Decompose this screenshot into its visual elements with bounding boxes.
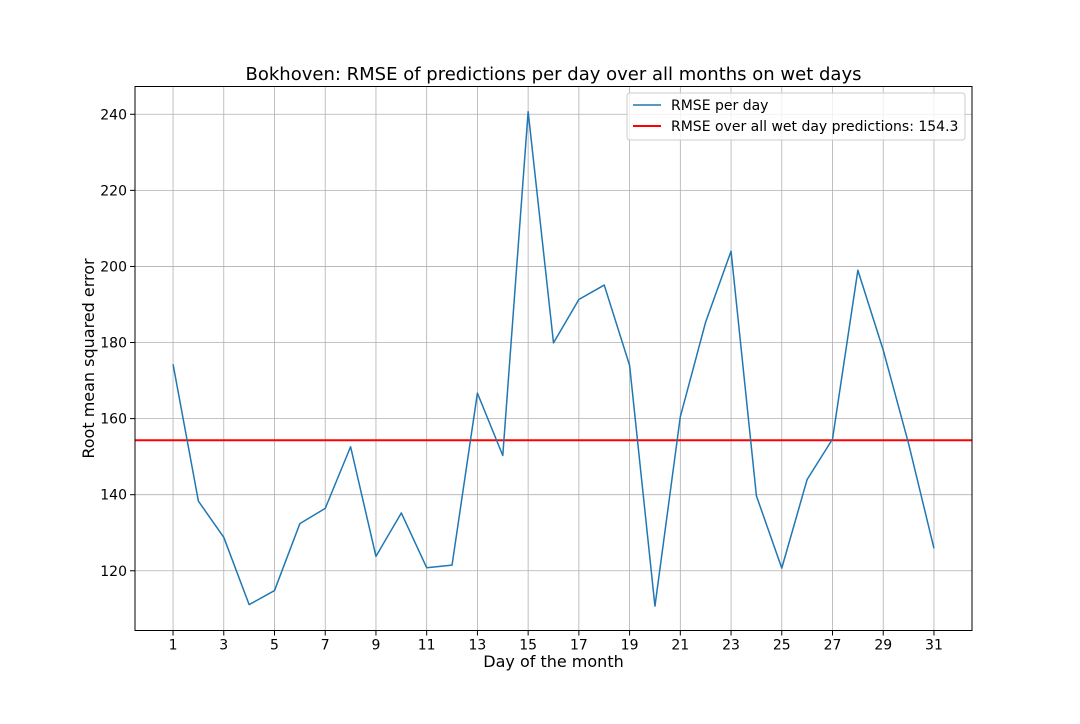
x-tick-label: 1 (169, 638, 178, 654)
x-tick-label: 15 (519, 638, 537, 654)
legend-box (626, 92, 966, 141)
y-tick-label: 140 (100, 488, 127, 504)
data-point (603, 284, 605, 286)
y-tick-label: 200 (100, 259, 127, 275)
y-axis-label: Root mean squared error (79, 258, 98, 459)
chart-title: Bokhoven: RMSE of predictions per day ov… (246, 64, 862, 85)
data-point (578, 298, 580, 300)
x-tick-label: 27 (824, 638, 842, 654)
data-point (172, 363, 174, 365)
data-point (882, 349, 884, 351)
y-tick-label: 220 (100, 183, 127, 199)
plot-frame (134, 86, 973, 631)
x-tick-label: 5 (270, 638, 279, 654)
data-point (806, 478, 808, 480)
legend-label-overall-rmse: RMSE over all wet day predictions: 154.3 (671, 119, 958, 135)
data-point (425, 567, 427, 569)
data-point (273, 589, 275, 591)
data-point (349, 446, 351, 448)
x-tick-label: 29 (874, 638, 892, 654)
data-point (831, 438, 833, 440)
x-tick-label: 17 (570, 638, 588, 654)
data-point (755, 495, 757, 497)
x-tick-label: 9 (371, 638, 380, 654)
y-tick-label: 180 (100, 336, 127, 352)
data-point (299, 522, 301, 524)
data-point (324, 507, 326, 509)
x-tick-label: 3 (219, 638, 228, 654)
x-tick-label: 21 (671, 638, 689, 654)
x-tick-label: 31 (925, 638, 943, 654)
data-point (679, 416, 681, 418)
x-tick-label: 25 (773, 638, 791, 654)
data-point (400, 512, 402, 514)
y-tick-label: 120 (100, 564, 127, 580)
data-point (857, 269, 859, 271)
data-point (628, 364, 630, 366)
y-tick-label: 240 (100, 107, 127, 123)
x-tick-label: 11 (418, 638, 436, 654)
data-point (476, 392, 478, 394)
y-axis-ticks: 120 140 160 180 200 220 240 (100, 107, 135, 580)
data-point (527, 110, 529, 112)
x-axis-ticks: 1 3 5 7 9 11 13 15 17 19 21 23 25 27 29 31 (169, 630, 943, 654)
x-tick-label: 13 (468, 638, 486, 654)
x-tick-label: 19 (621, 638, 639, 654)
x-tick-label: 23 (722, 638, 740, 654)
data-point (907, 443, 909, 445)
data-point (375, 555, 377, 557)
data-point (248, 603, 250, 605)
data-point (552, 342, 554, 344)
series-lines (172, 110, 935, 607)
data-point (223, 536, 225, 538)
data-point (704, 321, 706, 323)
legend-label-rmse-per-day: RMSE per day (671, 98, 768, 114)
data-point (197, 500, 199, 502)
data-point (654, 605, 656, 607)
data-point (730, 250, 732, 252)
y-tick-label: 160 (100, 412, 127, 428)
legend: RMSE per day RMSE over all wet day predi… (626, 92, 966, 141)
data-point (502, 454, 504, 456)
x-tick-label: 7 (321, 638, 330, 654)
data-point (781, 567, 783, 569)
x-axis-label: Day of the month (483, 652, 623, 671)
data-point (451, 564, 453, 566)
data-point (933, 547, 935, 549)
rmse-per-day-line (172, 110, 935, 607)
grid (135, 86, 972, 631)
